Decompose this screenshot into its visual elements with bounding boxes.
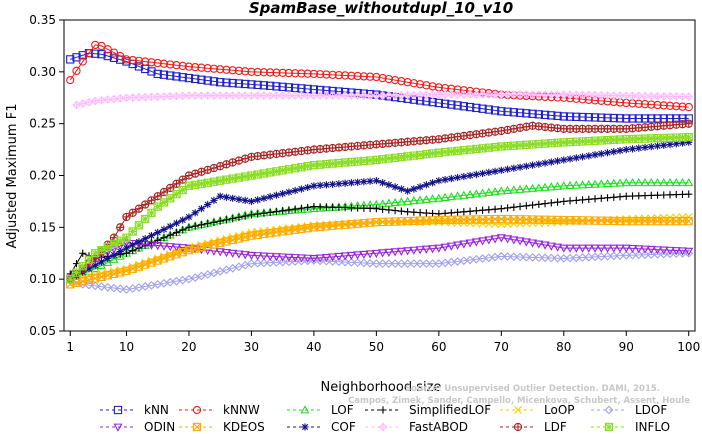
x-tick-label: 30 bbox=[244, 340, 259, 354]
chart-title: SpamBase_withoutdupl_10_v10 bbox=[249, 0, 513, 17]
series-markers-ldof bbox=[65, 248, 694, 294]
legend-item-inflo: INFLO bbox=[591, 420, 670, 434]
legend-marker bbox=[379, 406, 387, 414]
series-markers-kdeos bbox=[66, 214, 693, 289]
series-kdeos bbox=[66, 214, 693, 289]
legend-marker bbox=[300, 405, 310, 414]
y-tick-label: 0.35 bbox=[29, 13, 56, 27]
legend-marker bbox=[192, 422, 202, 432]
legend-label: kNN bbox=[144, 403, 169, 417]
legend-label: LOF bbox=[331, 403, 354, 417]
series-line-odin bbox=[69, 237, 689, 280]
x-tick-label: 50 bbox=[369, 340, 384, 354]
legend-label: kNNW bbox=[223, 403, 260, 417]
series-line-knn bbox=[70, 52, 689, 119]
legend-label: KDEOS bbox=[223, 420, 265, 434]
legend-label: LDF bbox=[544, 420, 567, 434]
legend-marker bbox=[514, 406, 522, 414]
x-axis: 1 10 20 30 40 50 60 70 80 90 100 bbox=[66, 331, 700, 354]
series-markers-fastabod bbox=[72, 90, 694, 110]
x-tick-label: 90 bbox=[619, 340, 634, 354]
legend-item-loop: LoOP bbox=[500, 403, 575, 417]
legend-item-knnw: kNNW bbox=[179, 403, 260, 417]
y-tick-label: 0.10 bbox=[29, 272, 56, 286]
watermark-line-1: Source: Unsupervised Outlier Detection. … bbox=[405, 384, 660, 394]
x-tick-label: 20 bbox=[181, 340, 196, 354]
series-cof bbox=[66, 138, 693, 283]
legend-label: SimplifiedLOF bbox=[409, 403, 491, 417]
legend-marker bbox=[604, 405, 614, 415]
legend-item-simplifiedlof: SimplifiedLOF bbox=[365, 403, 491, 417]
series-markers-knn bbox=[66, 49, 693, 123]
y-tick-label: 0.05 bbox=[29, 324, 56, 338]
legend-item-cof: COF bbox=[287, 420, 356, 434]
watermark: Source: Unsupervised Outlier Detection. … bbox=[348, 384, 690, 406]
series-odin bbox=[65, 234, 694, 284]
legend-marker bbox=[301, 423, 309, 431]
series-layer bbox=[65, 40, 694, 294]
legend-item-fastabod: FastABOD bbox=[365, 420, 468, 434]
x-tick-label: 1 bbox=[66, 340, 74, 354]
legend-item-lof: LOF bbox=[287, 403, 354, 417]
y-tick-label: 0.15 bbox=[29, 220, 56, 234]
series-inflo bbox=[66, 132, 693, 284]
y-tick-label: 0.20 bbox=[29, 169, 56, 183]
series-knn bbox=[66, 49, 693, 123]
x-axis-label: Neighborhood size bbox=[321, 380, 442, 395]
legend: kNN kNNW LOF SimplifiedLOF LoOP LDOF ODIN KDEOS… bbox=[100, 403, 670, 434]
x-tick-label: 60 bbox=[431, 340, 446, 354]
y-axis: 0.05 0.10 0.15 0.20 0.25 0.30 0.35 bbox=[29, 13, 64, 338]
legend-label: LDOF bbox=[635, 403, 667, 417]
legend-label: ODIN bbox=[144, 420, 175, 434]
y-tick-label: 0.25 bbox=[29, 117, 56, 131]
x-tick-label: 100 bbox=[677, 340, 700, 354]
legend-marker bbox=[192, 405, 202, 415]
legend-marker bbox=[513, 422, 523, 432]
legend-marker bbox=[604, 422, 614, 432]
legend-item-ldf: LDF bbox=[500, 420, 567, 434]
legend-label: COF bbox=[331, 420, 356, 434]
x-tick-label: 80 bbox=[556, 340, 571, 354]
legend-label: FastABOD bbox=[409, 420, 468, 434]
legend-marker bbox=[113, 405, 123, 415]
legend-item-odin: ODIN bbox=[100, 420, 175, 434]
x-tick-label: 40 bbox=[306, 340, 321, 354]
legend-item-ldof: LDOF bbox=[591, 403, 667, 417]
legend-marker bbox=[113, 423, 123, 432]
legend-marker bbox=[378, 422, 388, 432]
watermark-line-2: Campos, Zimek, Sander, Campello, Micenko… bbox=[348, 396, 690, 406]
series-markers-odin bbox=[65, 234, 694, 284]
y-axis-label: Adjusted Maximum F1 bbox=[5, 104, 20, 249]
series-markers-inflo bbox=[66, 132, 693, 284]
legend-label: LoOP bbox=[544, 403, 575, 417]
plot-area bbox=[63, 19, 696, 332]
legend-item-knn: kNN bbox=[100, 403, 169, 417]
series-ldof bbox=[65, 248, 694, 294]
legend-label: INFLO bbox=[635, 420, 670, 434]
x-tick-label: 70 bbox=[494, 340, 509, 354]
x-tick-label: 10 bbox=[119, 340, 134, 354]
y-tick-label: 0.30 bbox=[29, 65, 56, 79]
legend-item-kdeos: KDEOS bbox=[179, 420, 265, 434]
series-fastabod bbox=[72, 90, 694, 110]
